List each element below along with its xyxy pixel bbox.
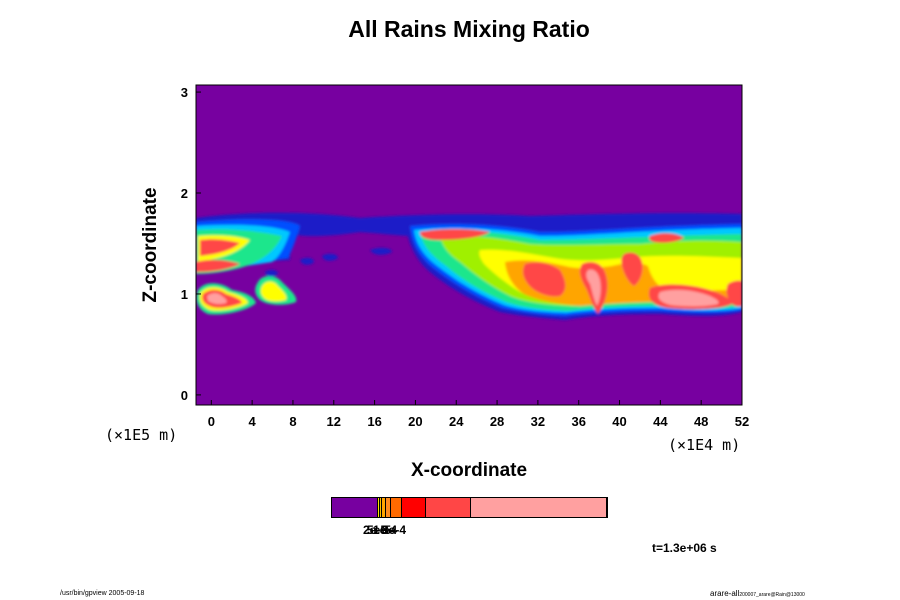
x-tick-label: 12 bbox=[327, 414, 341, 429]
x-tick-label: 8 bbox=[289, 414, 296, 429]
x-tick-label: 16 bbox=[367, 414, 381, 429]
colorbar-tick-label-2: 5e-5 bbox=[367, 523, 392, 537]
y-tick-label: 1 bbox=[181, 287, 188, 302]
x-tick-label: 20 bbox=[408, 414, 422, 429]
colorbar-segment bbox=[377, 498, 380, 517]
y-tick-label: 2 bbox=[181, 186, 188, 201]
footer-right-sub: 200007_arare@Rain@13000 bbox=[739, 592, 805, 598]
field-main-red-e bbox=[726, 280, 742, 307]
colorbar-segment bbox=[470, 498, 607, 517]
x-axis-unit: (×1E4 m) bbox=[668, 436, 741, 454]
x-tick-label: 40 bbox=[612, 414, 626, 429]
colorbar-segment bbox=[425, 498, 471, 517]
colorbar-segment bbox=[379, 498, 382, 517]
plot-frame bbox=[195, 84, 743, 406]
x-tick-label: 24 bbox=[449, 414, 464, 429]
colorbar-segment bbox=[385, 498, 391, 517]
x-tick-label: 48 bbox=[694, 414, 708, 429]
x-axis-label: X-coordinate bbox=[410, 460, 528, 481]
field-main-red-c bbox=[621, 252, 643, 286]
colorbar-segment bbox=[390, 498, 403, 517]
field-blob-3 bbox=[265, 269, 278, 277]
field-blob-1 bbox=[300, 257, 314, 265]
field-band-red-2 bbox=[196, 259, 240, 272]
x-axis: 0 4 8 12 16 20 24 28 32 36 40 44 48 52 bbox=[208, 400, 749, 429]
x-tick-label: 28 bbox=[490, 414, 504, 429]
field-blob-2 bbox=[322, 253, 338, 261]
field-main-red-g bbox=[649, 233, 684, 243]
field-main-pink-d bbox=[658, 289, 719, 307]
footer-left: /usr/bin/gpview 2005-09-18 bbox=[60, 590, 145, 597]
footer-right: arare-all200007_arare@Rain@13000 bbox=[710, 589, 805, 598]
colorbar bbox=[331, 497, 608, 518]
field-band-red-1 bbox=[200, 239, 240, 256]
time-label: t=1.3e+06 s bbox=[652, 541, 717, 555]
chart-title: All Rains Mixing Ratio bbox=[348, 16, 590, 42]
colorbar-tick-label-3: 1e-4 bbox=[373, 523, 398, 537]
colorbar-segment bbox=[402, 498, 426, 517]
y-axis-label: Z-coordinate bbox=[140, 187, 161, 303]
colorbar-tick-label-1: 2e-5 bbox=[363, 523, 388, 537]
y-tick-label: 3 bbox=[181, 85, 188, 100]
colorbar-segment bbox=[332, 498, 378, 517]
footer-right-main: arare-all bbox=[710, 589, 740, 598]
x-tick-label: 32 bbox=[531, 414, 545, 429]
field-main-pink-b bbox=[586, 269, 601, 306]
y-axis: 0 1 2 3 bbox=[181, 85, 201, 403]
y-axis-unit: (×1E5 m) bbox=[105, 426, 178, 444]
colorbar-tick-label-4: 3e-4 bbox=[382, 523, 407, 537]
x-tick-label: 0 bbox=[208, 414, 215, 429]
x-tick-label: 52 bbox=[735, 414, 749, 429]
y-tick-label: 0 bbox=[181, 388, 188, 403]
field-cell-left-pink bbox=[207, 293, 227, 305]
field-main-red-a bbox=[523, 262, 566, 297]
colorbar-segment bbox=[381, 498, 386, 517]
x-tick-label: 4 bbox=[249, 414, 257, 429]
field-main-red-f bbox=[420, 229, 490, 240]
field-layer bbox=[196, 85, 742, 405]
x-tick-label: 44 bbox=[653, 414, 668, 429]
field-blob-4 bbox=[370, 247, 392, 255]
x-tick-label: 36 bbox=[571, 414, 585, 429]
field-cell-mid-yellow bbox=[260, 281, 287, 302]
